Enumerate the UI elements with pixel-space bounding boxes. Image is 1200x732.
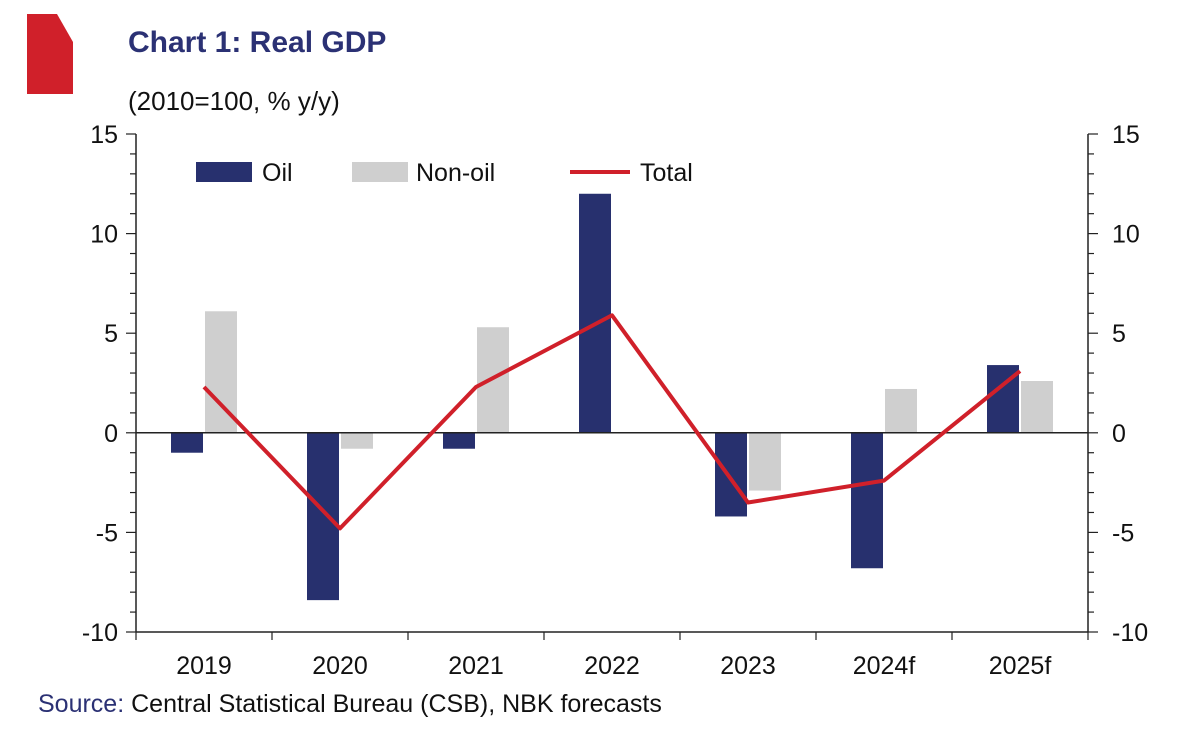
- legend: Oil Non-oil Total: [196, 159, 693, 187]
- legend-label-total: Total: [640, 159, 693, 187]
- oil-bar: [171, 432, 203, 453]
- legend-swatch-non-oil: [352, 162, 408, 182]
- y-tick-label-right: 15: [1112, 121, 1140, 149]
- y-tick-label-right: 0: [1112, 420, 1126, 448]
- chart-header: Chart 1: Real GDP (2010=100, % y/y): [0, 0, 1200, 120]
- x-tick-label: 2021: [448, 652, 504, 680]
- y-tick-label-right: -5: [1112, 519, 1134, 547]
- oil-bar: [579, 193, 611, 433]
- chart-plot: 15 10 5 0 -5 -10 15 10 5 0 -5 -10 2019 2020 2021 2022 20…: [82, 121, 1148, 680]
- y-tick-label-right: 10: [1112, 221, 1140, 249]
- oil-bar: [851, 432, 883, 569]
- x-tick-label: 2019: [176, 652, 232, 680]
- non-oil-bar: [1021, 381, 1053, 433]
- chart-title: Chart 1: Real GDP: [128, 26, 387, 59]
- x-tick-label: 2024f: [853, 652, 916, 680]
- y-tick-label-left: -10: [82, 619, 118, 647]
- oil-bar: [307, 432, 339, 601]
- non-oil-bar: [749, 432, 781, 491]
- x-tick-label: 2023: [720, 652, 776, 680]
- legend-swatch-oil: [196, 162, 252, 182]
- source-label: Source:: [38, 690, 125, 718]
- y-tick-label-right: 5: [1112, 320, 1126, 348]
- source-note: Source: Central Statistical Bureau (CSB)…: [38, 690, 662, 719]
- source-text: Central Statistical Bureau (CSB), NBK fo…: [124, 690, 662, 718]
- x-tick-label: 2022: [584, 652, 640, 680]
- red-corner-marker-icon: [27, 14, 73, 94]
- chart-subtitle: (2010=100, % y/y): [128, 86, 340, 116]
- oil-bar: [443, 432, 475, 449]
- y-tick-label-left: 10: [90, 221, 118, 249]
- oil-bar: [715, 432, 747, 517]
- y-tick-label-right: -10: [1112, 619, 1148, 647]
- y-tick-label-left: -5: [96, 519, 118, 547]
- total-line-layer: [202, 313, 1022, 531]
- bars: [136, 193, 1088, 601]
- non-oil-bar: [885, 388, 917, 433]
- legend-label-non-oil: Non-oil: [416, 159, 495, 187]
- y-tick-label-left: 0: [104, 420, 118, 448]
- legend-label-oil: Oil: [262, 159, 293, 187]
- x-tick-label: 2020: [312, 652, 368, 680]
- non-oil-bar: [205, 311, 237, 433]
- y-tick-label-left: 15: [90, 121, 118, 149]
- non-oil-bar: [341, 432, 373, 449]
- x-tick-label: 2025f: [989, 652, 1052, 680]
- y-tick-label-left: 5: [104, 320, 118, 348]
- axes: 15 10 5 0 -5 -10 15 10 5 0 -5 -10 2019 2020 2021 2022 20…: [82, 121, 1148, 680]
- total-line: [202, 313, 1022, 531]
